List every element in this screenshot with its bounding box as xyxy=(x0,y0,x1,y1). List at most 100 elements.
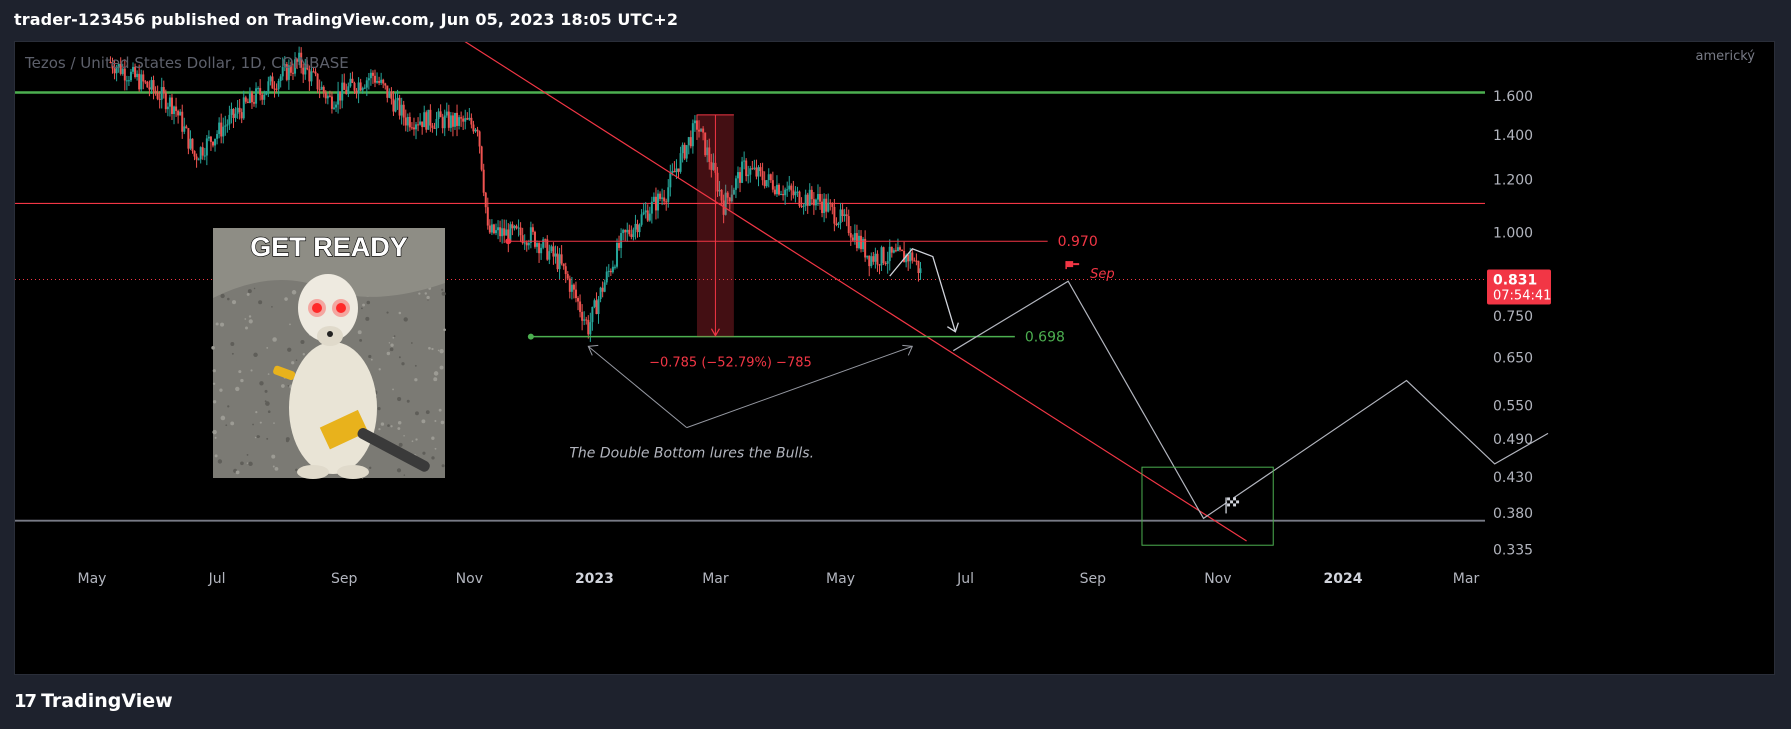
candle-body xyxy=(183,126,186,132)
candle-body xyxy=(650,201,653,214)
x-tick-label: 2024 xyxy=(1323,571,1362,587)
candle-body xyxy=(308,69,311,82)
candle xyxy=(913,257,916,262)
candle xyxy=(443,109,446,137)
candle-body xyxy=(214,138,217,146)
candle xyxy=(603,279,606,293)
candle-body xyxy=(119,64,122,74)
candle-body xyxy=(211,141,214,146)
candle-body xyxy=(349,78,352,87)
x-tick-label: 2023 xyxy=(575,571,614,587)
candle xyxy=(892,248,895,254)
y-tick-label: 0.335 xyxy=(1493,543,1533,559)
flag-cell xyxy=(1233,500,1237,504)
candle-body xyxy=(259,88,262,95)
candle xyxy=(300,47,303,74)
candle-body xyxy=(449,115,452,128)
candle xyxy=(706,139,709,163)
candle xyxy=(148,80,151,97)
candle-body xyxy=(138,73,141,90)
y-tick-label: 0.550 xyxy=(1493,399,1533,415)
meme-texture-speck xyxy=(368,354,372,359)
candle-body xyxy=(761,171,764,181)
candle xyxy=(451,112,454,137)
candle-body xyxy=(876,253,879,265)
flag-cell xyxy=(1236,503,1240,507)
candle xyxy=(349,72,352,88)
candle-body xyxy=(589,322,592,335)
candle xyxy=(720,189,723,205)
candle-body xyxy=(767,174,770,181)
candle-body xyxy=(121,68,124,74)
candle xyxy=(177,109,180,124)
candle xyxy=(544,238,547,248)
candle-body xyxy=(763,180,766,187)
candle-body xyxy=(357,82,360,94)
candle-body xyxy=(911,252,914,261)
candle-body xyxy=(419,121,422,125)
meme-texture-speck xyxy=(424,292,428,295)
candle xyxy=(702,126,705,141)
price-chart[interactable]: 0.970 0.698 −0.785 (−52.79%) −785 The Doubl… xyxy=(15,42,1774,674)
candle-body xyxy=(533,231,536,247)
candle-body xyxy=(816,193,819,200)
candle-body xyxy=(794,191,797,196)
candle xyxy=(560,245,563,266)
candle xyxy=(546,235,549,261)
meme-texture-speck xyxy=(370,358,373,361)
candle-body xyxy=(681,144,684,154)
candle xyxy=(398,94,401,120)
candle xyxy=(138,64,141,92)
candle xyxy=(806,192,809,214)
candle-body xyxy=(517,227,520,229)
candle-body xyxy=(558,254,561,270)
candle-body xyxy=(831,203,834,207)
bear-eye-glow-right xyxy=(332,299,350,317)
candle xyxy=(864,230,867,262)
candle xyxy=(802,203,805,215)
candle-body xyxy=(847,216,850,234)
candle xyxy=(878,263,881,275)
candle xyxy=(275,83,278,93)
x-tick-label: Sep xyxy=(331,571,358,587)
candle xyxy=(484,191,487,214)
candle xyxy=(833,198,836,232)
candle xyxy=(191,138,194,154)
candle-body xyxy=(860,235,863,250)
candle xyxy=(490,219,493,236)
currency-label[interactable]: americký xyxy=(1696,49,1756,64)
candle xyxy=(855,224,858,252)
bear-eye-right xyxy=(336,303,346,313)
candle xyxy=(417,117,420,132)
candle-body xyxy=(466,118,469,120)
candle-body xyxy=(919,268,922,274)
candle xyxy=(394,92,397,113)
candle-body xyxy=(289,65,292,73)
candle-body xyxy=(618,242,621,248)
candle-body xyxy=(841,209,844,217)
candle xyxy=(640,209,643,227)
candle-body xyxy=(581,311,584,321)
candle xyxy=(404,109,407,132)
candle xyxy=(683,142,686,161)
candle-body xyxy=(294,59,297,74)
meme-texture-speck xyxy=(415,438,418,441)
candle xyxy=(197,157,200,161)
candle-body xyxy=(468,117,471,120)
candle-body xyxy=(246,101,249,103)
meme-texture-speck xyxy=(403,435,405,437)
candle-body xyxy=(388,91,391,98)
candle-body xyxy=(291,72,294,74)
meme-texture-speck xyxy=(246,462,249,464)
candle-body xyxy=(851,237,854,241)
chart-pane[interactable]: 0.970 0.698 −0.785 (−52.79%) −785 The Doubl… xyxy=(14,41,1775,675)
candle-body xyxy=(408,116,411,128)
candle xyxy=(355,88,358,99)
candle xyxy=(667,179,670,208)
candle xyxy=(271,72,274,89)
candle-body xyxy=(749,168,752,175)
candle-body xyxy=(747,174,750,177)
candle-body xyxy=(150,80,153,90)
candle xyxy=(470,113,473,129)
candle-body xyxy=(739,172,742,183)
